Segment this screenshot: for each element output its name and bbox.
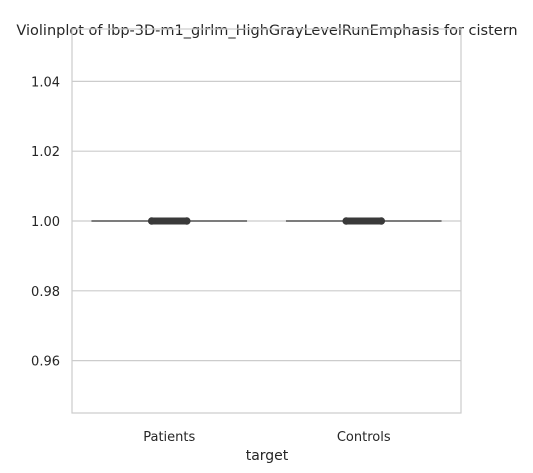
median-point [342,217,351,225]
x-tick-label: Controls [337,430,391,445]
median-point [377,217,386,225]
x-tick-label: Patients [143,430,195,445]
y-tick-label: 1.02 [31,145,60,160]
plot-frame [71,28,462,414]
median-point [182,217,191,225]
median-point [147,217,156,225]
x-tick-labels: Patients Controls [143,430,391,445]
y-tick-label: 0.96 [31,355,60,370]
y-tick-label: 0.98 [31,285,60,300]
violin-marks [91,217,442,225]
x-axis-label: target [246,448,289,464]
y-tick-label: 1.04 [31,75,60,90]
y-tick-labels: 0.96 0.98 1.00 1.02 1.04 [31,75,60,369]
chart-title: Violinplot of lbp-3D-m1_glrlm_HighGrayLe… [16,23,517,39]
y-tick-label: 1.00 [31,215,60,230]
